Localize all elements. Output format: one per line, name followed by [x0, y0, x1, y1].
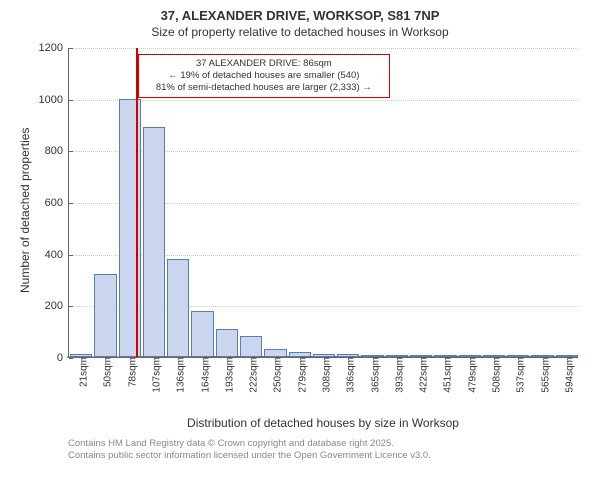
x-tick-label: 21sqm	[73, 357, 90, 387]
histogram-bar	[240, 336, 262, 357]
footer-attribution: Contains HM Land Registry data © Crown c…	[68, 438, 431, 463]
y-tick-label: 800	[45, 145, 69, 157]
x-tick-label: 107sqm	[146, 357, 163, 393]
annotation-line: 37 ALEXANDER DRIVE: 86sqm	[145, 58, 383, 70]
y-tick-label: 1000	[39, 94, 69, 106]
annotation-line: ← 19% of detached houses are smaller (54…	[145, 70, 383, 82]
x-tick-label: 50sqm	[97, 357, 114, 387]
y-tick-label: 1200	[39, 42, 69, 54]
x-tick-label: 508sqm	[486, 357, 503, 393]
y-axis-label: Number of detached properties	[18, 128, 32, 293]
histogram-bar	[264, 349, 286, 357]
x-tick-label: 479sqm	[461, 357, 478, 393]
plot-area: 02004006008001000120021sqm50sqm78sqm107s…	[68, 48, 578, 358]
histogram-bar	[167, 259, 189, 357]
x-tick-label: 279sqm	[291, 357, 308, 393]
annotation-line: 81% of semi-detached houses are larger (…	[145, 82, 383, 94]
x-tick-label: 136sqm	[170, 357, 187, 393]
title-block: 37, ALEXANDER DRIVE, WORKSOP, S81 7NP Si…	[0, 0, 600, 39]
footer-line1: Contains HM Land Registry data © Crown c…	[68, 438, 431, 450]
x-axis-label: Distribution of detached houses by size …	[68, 416, 578, 430]
x-tick-label: 336sqm	[340, 357, 357, 393]
x-tick-label: 365sqm	[364, 357, 381, 393]
histogram-bar	[143, 127, 165, 357]
gridline	[69, 100, 578, 101]
x-tick-label: 193sqm	[218, 357, 235, 393]
x-tick-label: 537sqm	[510, 357, 527, 393]
x-tick-label: 164sqm	[194, 357, 211, 393]
chart-title-line2: Size of property relative to detached ho…	[0, 25, 600, 39]
x-tick-label: 422sqm	[413, 357, 430, 393]
histogram-bar	[94, 274, 116, 357]
x-tick-label: 308sqm	[316, 357, 333, 393]
y-tick-label: 200	[45, 300, 69, 312]
annotation-box: 37 ALEXANDER DRIVE: 86sqm← 19% of detach…	[138, 54, 390, 98]
y-tick-label: 600	[45, 197, 69, 209]
x-tick-label: 393sqm	[388, 357, 405, 393]
chart-container: 37, ALEXANDER DRIVE, WORKSOP, S81 7NP Si…	[0, 0, 600, 500]
x-tick-label: 222sqm	[243, 357, 260, 393]
footer-line2: Contains public sector information licen…	[68, 450, 431, 462]
x-tick-label: 250sqm	[267, 357, 284, 393]
gridline	[69, 48, 578, 49]
histogram-bar	[191, 311, 213, 358]
histogram-bar	[216, 329, 238, 357]
y-tick-label: 0	[57, 352, 69, 364]
x-tick-label: 451sqm	[437, 357, 454, 393]
y-tick-label: 400	[45, 249, 69, 261]
x-tick-label: 594sqm	[558, 357, 575, 393]
x-tick-label: 565sqm	[534, 357, 551, 393]
x-tick-label: 78sqm	[121, 357, 138, 387]
chart-title-line1: 37, ALEXANDER DRIVE, WORKSOP, S81 7NP	[0, 8, 600, 23]
